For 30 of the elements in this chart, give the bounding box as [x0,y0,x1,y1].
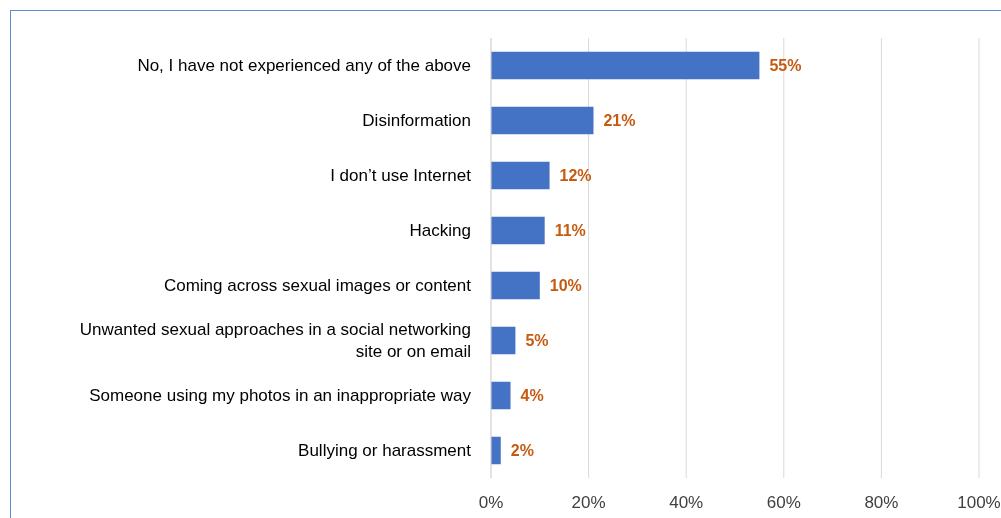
data-label: 10% [549,277,582,295]
x-tick-label: 0% [478,493,504,512]
data-label: 12% [559,167,592,185]
bar [491,161,550,190]
data-label: 4% [520,387,544,405]
bar [491,381,511,410]
bar [491,106,594,135]
data-label: 2% [510,442,534,460]
y-tick-label: Hacking [409,221,471,241]
x-tick-label: 20% [571,493,606,512]
x-tick-label: 40% [669,493,704,512]
bar [491,216,545,245]
y-tick-label: No, I have not experienced any of the above [137,56,471,76]
bar [491,271,540,300]
data-label: 55% [769,57,802,75]
data-label: 21% [603,112,636,130]
y-tick-label: Unwanted sexual approaches in a social networking site or on email [79,320,471,362]
y-tick-label: Someone using my photos in an inappropriate way [89,386,472,406]
y-tick-label: Disinformation [362,111,471,131]
x-tick-label: 60% [766,493,801,512]
data-label: 11% [554,222,586,240]
x-tick-label: 80% [864,493,899,512]
x-tick-label: 100% [957,493,1001,512]
y-tick-label: I don’t use Internet [330,166,472,186]
bar [491,51,760,80]
bar [491,436,501,465]
y-tick-label: Coming across sexual images or content [163,276,472,296]
y-tick-label: Bullying or harassment [298,441,472,461]
bar [491,326,516,355]
data-label: 5% [525,332,549,350]
